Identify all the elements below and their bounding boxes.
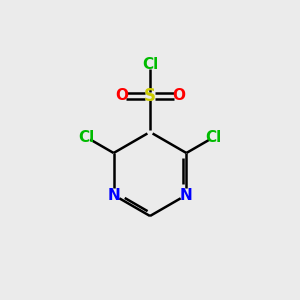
Text: Cl: Cl — [206, 130, 222, 145]
Text: O: O — [115, 88, 128, 104]
Text: Cl: Cl — [142, 57, 158, 72]
Text: Cl: Cl — [78, 130, 94, 145]
Text: N: N — [107, 188, 120, 202]
Text: S: S — [144, 87, 156, 105]
Text: O: O — [172, 88, 185, 104]
Text: N: N — [180, 188, 193, 202]
